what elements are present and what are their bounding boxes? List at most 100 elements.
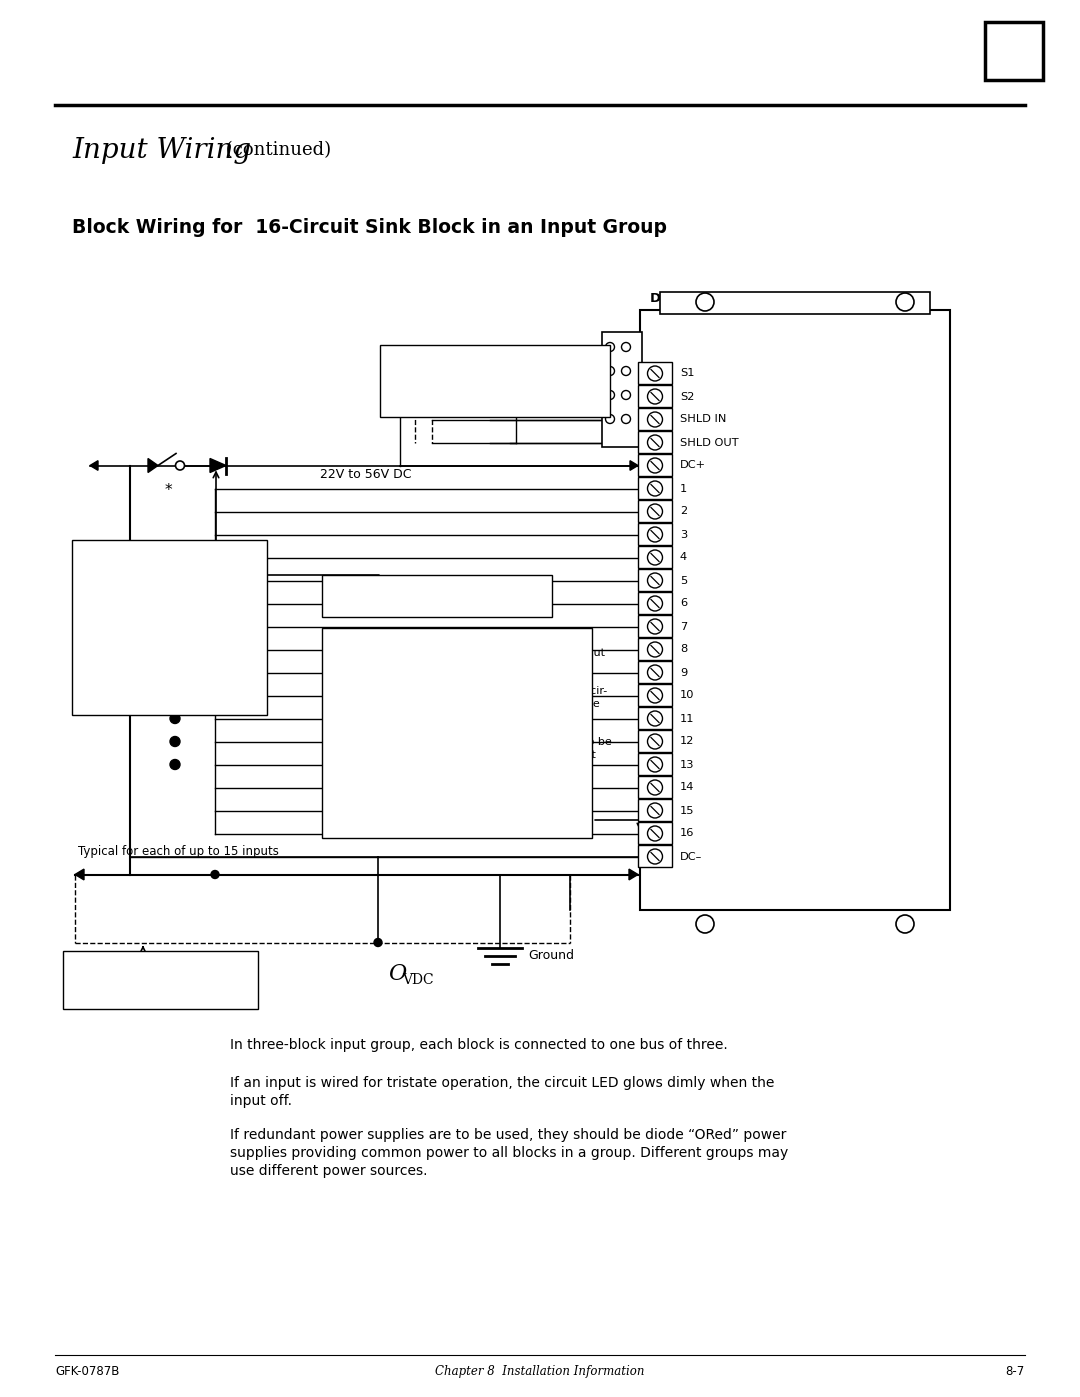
Text: *: *: [164, 483, 172, 499]
Circle shape: [648, 826, 662, 841]
Text: 2: 2: [680, 507, 687, 517]
Bar: [638, 408, 672, 430]
Circle shape: [648, 665, 662, 680]
Text: *  Use of such “super-: * Use of such “super-: [80, 650, 207, 659]
Polygon shape: [90, 461, 98, 471]
Bar: [638, 362, 672, 384]
Text: GFK-0787B: GFK-0787B: [55, 1365, 120, 1377]
Text: DC Sink Block IC660BBD021: DC Sink Block IC660BBD021: [650, 292, 860, 305]
Bar: [602, 332, 642, 447]
Bar: [638, 432, 672, 453]
Text: 3: 3: [680, 529, 687, 539]
Bar: [638, 707, 672, 729]
Text: 8: 8: [1002, 41, 1026, 75]
Circle shape: [648, 458, 662, 474]
Bar: [985, 22, 1043, 80]
Circle shape: [175, 461, 185, 469]
Text: vised” inputs is optional.: vised” inputs is optional.: [80, 664, 235, 673]
Text: Block Wiring for  16-Circuit Sink Block in an Input Group: Block Wiring for 16-Circuit Sink Block i…: [72, 218, 667, 237]
Circle shape: [648, 412, 662, 427]
Text: 13: 13: [680, 760, 694, 770]
Bar: [638, 799, 672, 821]
Text: *  Zener should be wired at: * Zener should be wired at: [80, 608, 240, 617]
Text: If an input is wired for tristate operation, the circuit LED glows dimly when th: If an input is wired for tristate operat…: [230, 1076, 774, 1108]
Circle shape: [648, 757, 662, 773]
Circle shape: [648, 366, 662, 381]
Text: the input device.: the input device.: [80, 622, 191, 631]
Text: Input Wiring: Input Wiring: [72, 137, 252, 163]
Text: If redundant power supplies are to be used, they should be diode “ORed” power
su: If redundant power supplies are to be us…: [230, 1127, 788, 1178]
Circle shape: [648, 504, 662, 520]
Text: Typical for each of up to 15 inputs: Typical for each of up to 15 inputs: [78, 845, 279, 859]
Text: Ground: Ground: [528, 949, 573, 963]
Circle shape: [621, 391, 631, 400]
Circle shape: [896, 293, 914, 312]
Bar: [640, 310, 950, 909]
Bar: [638, 821, 672, 844]
Text: Tristate input requires par-: Tristate input requires par-: [80, 552, 231, 562]
Text: If group inputs are configured for
autotesting, circuit 16 must be used as an ou: If group inputs are configured for autot…: [329, 636, 611, 812]
Text: 7: 7: [680, 622, 687, 631]
Text: 1: 1: [680, 483, 687, 493]
Text: allel zener diode, voltage: allel zener diode, voltage: [80, 566, 225, 576]
Polygon shape: [629, 869, 638, 880]
Circle shape: [170, 736, 180, 746]
Polygon shape: [630, 461, 638, 471]
Bar: [638, 546, 672, 569]
Bar: [638, 476, 672, 499]
Bar: [660, 292, 930, 314]
Text: 12: 12: [680, 736, 694, 746]
Text: 6: 6: [680, 598, 687, 609]
Circle shape: [648, 597, 662, 610]
Text: SHLD IN: SHLD IN: [680, 415, 727, 425]
Circle shape: [696, 915, 714, 933]
Text: rating 6.2V: rating 6.2V: [80, 580, 144, 590]
Bar: [322, 629, 592, 838]
Circle shape: [606, 415, 615, 423]
Circle shape: [374, 939, 382, 947]
Text: Required at each input (for Input
Autotesting). 1N5400 or equivalent.: Required at each input (for Input Autote…: [329, 583, 542, 612]
Circle shape: [648, 481, 662, 496]
Circle shape: [648, 434, 662, 450]
Bar: [638, 845, 672, 868]
Bar: [638, 386, 672, 407]
Circle shape: [211, 870, 219, 879]
Circle shape: [170, 714, 180, 724]
Circle shape: [648, 711, 662, 726]
Text: VDC: VDC: [402, 972, 434, 986]
Bar: [638, 454, 672, 476]
Circle shape: [648, 550, 662, 564]
Text: S2: S2: [680, 391, 694, 401]
Text: Connection if no points on the
block are to be autotested
(must disconnect outpu: Connection if no points on the block are…: [70, 958, 243, 995]
Bar: [638, 592, 672, 615]
Bar: [638, 661, 672, 683]
Circle shape: [170, 760, 180, 770]
Text: (continued): (continued): [220, 141, 332, 159]
Bar: [638, 615, 672, 637]
Text: 10: 10: [680, 690, 694, 700]
Bar: [380, 345, 610, 416]
Circle shape: [648, 527, 662, 542]
Circle shape: [621, 366, 631, 376]
Text: DC–: DC–: [680, 852, 702, 862]
Circle shape: [648, 573, 662, 588]
Circle shape: [648, 803, 662, 819]
Circle shape: [621, 342, 631, 352]
Circle shape: [606, 342, 615, 352]
Circle shape: [648, 780, 662, 795]
Text: SHLD OUT: SHLD OUT: [680, 437, 739, 447]
Text: 8-7: 8-7: [1005, 1365, 1025, 1377]
Circle shape: [648, 619, 662, 634]
Text: O: O: [388, 964, 406, 985]
Bar: [638, 500, 672, 522]
Bar: [638, 753, 672, 775]
Text: 14: 14: [680, 782, 694, 792]
Polygon shape: [148, 458, 158, 472]
Text: DC+: DC+: [680, 461, 706, 471]
Text: Chapter 8  Installation Information: Chapter 8 Installation Information: [435, 1365, 645, 1377]
Bar: [63, 950, 258, 1009]
Text: 9: 9: [680, 668, 687, 678]
Circle shape: [648, 643, 662, 657]
Text: Genius Bus
Connections: Genius Bus Connections: [526, 390, 604, 418]
Circle shape: [648, 733, 662, 749]
